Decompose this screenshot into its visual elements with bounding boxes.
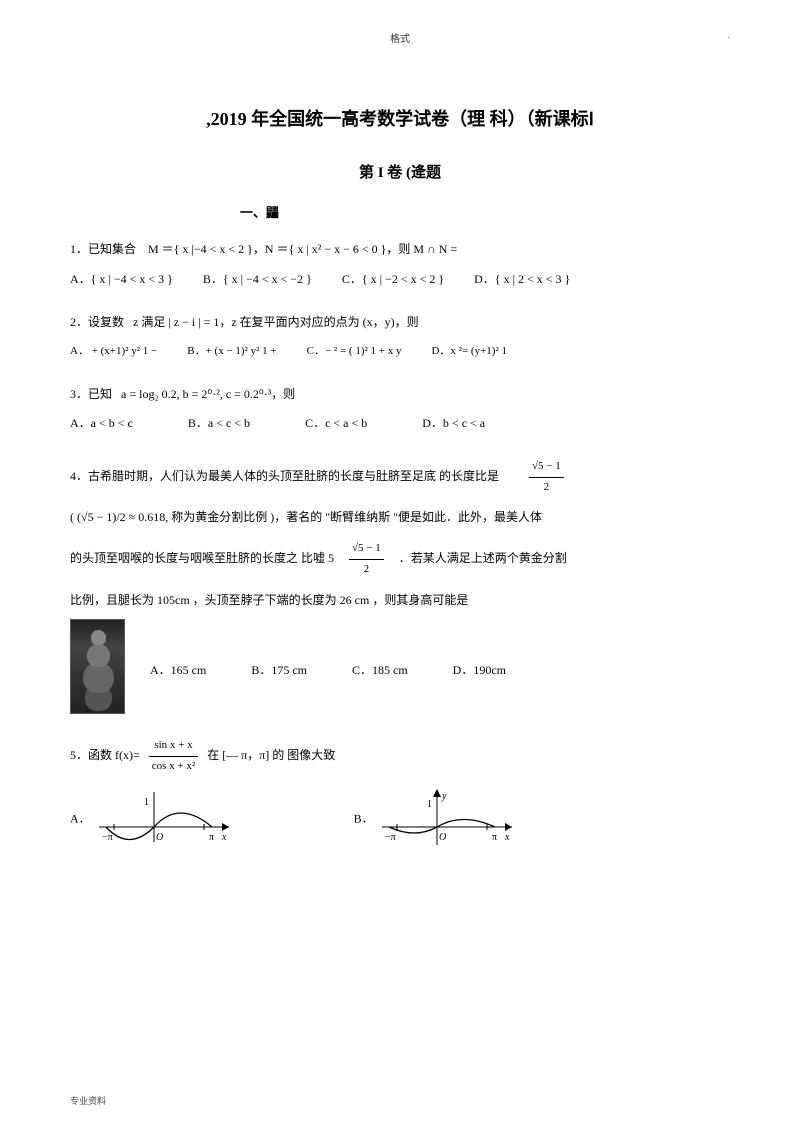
- q3-opt-b: B．a < c < b: [188, 413, 250, 435]
- q5-graphs: A． −π O π 1 x B． −π: [70, 787, 730, 852]
- section-heading: 一、鼺: [240, 202, 730, 221]
- q5-formula: sin x + x cos x + x²: [149, 736, 198, 777]
- q2-opt-d: D．x ²= (y+1)² 1: [431, 342, 507, 362]
- q4-opt-d: D．190cm: [453, 660, 506, 682]
- q3-prefix: 3．已知: [70, 387, 112, 401]
- exam-title: ,2019 年全国统一高考数学试卷（理 科）（新课标Ⅰ: [70, 105, 730, 131]
- q5-formula-num: sin x + x: [149, 736, 198, 757]
- question-2: 2．设复数 z 满足 | z − i | = 1，z 在复平面内对应的点为 (x…: [70, 312, 730, 361]
- q2-opt-c: C．− ² = ( 1)² 1 + x y: [307, 342, 402, 362]
- q3-opt-a: A．a < b < c: [70, 413, 133, 435]
- q5-option-b: B． −π O π 1 y x: [354, 787, 517, 852]
- q1-opt-c: C．{ x | −2 < x < 2 }: [342, 269, 444, 291]
- q4-line3b: ．若某人满足上述两个黄金分割: [399, 548, 567, 570]
- q4-line1: 4．古希腊时期，人们认为最美人体的头顶至肚脐的长度与肚脐至足底 的长度比是: [70, 466, 499, 488]
- q2-opt-b: B．+ (x − 1)² y² 1 +: [187, 342, 276, 362]
- q5-opt-b-label: B．: [354, 811, 374, 825]
- q4-line4: 比例，且腿长为 105cm ，头顶至脖子下端的长度为 26 cm ，则其身高可能…: [70, 593, 468, 607]
- svg-text:1: 1: [427, 799, 432, 810]
- part-title: 第 I 卷 (逄题: [70, 161, 730, 182]
- question-4: 4．古希腊时期，人们认为最美人体的头顶至肚脐的长度与肚脐至足底 的长度比是 √5…: [70, 457, 730, 714]
- q3-opt-c: C．c < a < b: [305, 413, 367, 435]
- q4-line3a: 的头顶至咽喉的长度与咽喉至肚脐的长度之 比嘘 5: [70, 548, 334, 570]
- q1-options: A．{ x | −4 < x < 3 } B．{ x | −4 < x < −2…: [70, 269, 730, 291]
- q2-prefix: 2．设复数: [70, 315, 124, 329]
- q2-opt-a: A． + (x+1)² y² 1 −: [70, 342, 157, 362]
- svg-text:1: 1: [144, 797, 149, 808]
- svg-text:O: O: [156, 832, 163, 843]
- svg-text:π: π: [492, 832, 497, 843]
- venus-statue-image: [70, 619, 125, 714]
- q5-tail: 在 [— π，π] 的 图像大致: [207, 748, 335, 762]
- q4-opt-b: B．175 cm: [251, 660, 307, 682]
- question-3: 3．已知 a = log₂ 0.2, b = 2⁰·², c = 0.2⁰·³，…: [70, 384, 730, 435]
- question-1: 1．已知集合 M ＝{ x |−4 < x < 2 }，N ＝{ x | x² …: [70, 239, 730, 290]
- golden-ratio-frac-2: √5 − 12: [349, 539, 384, 580]
- svg-text:x: x: [221, 832, 227, 843]
- q1-body: M ＝{ x |−4 < x < 2 }，N ＝{ x | x² − x − 6…: [148, 242, 457, 256]
- q5-opt-a-label: A．: [70, 811, 91, 825]
- q1-opt-a: A．{ x | −4 < x < 3 }: [70, 269, 173, 291]
- q1-prefix: 1．已知集合: [70, 242, 136, 256]
- q5-graph-a: −π O π 1 x: [94, 787, 234, 852]
- q4-opt-a: A．165 cm: [150, 660, 206, 682]
- svg-text:O: O: [439, 832, 446, 843]
- q4-image-options: A．165 cm B．175 cm C．185 cm D．190cm: [70, 619, 730, 714]
- page-footer: 专业资料: [70, 1094, 106, 1107]
- q5-option-a: A． −π O π 1 x: [70, 787, 234, 852]
- q3-body: a = log₂ 0.2, b = 2⁰·², c = 0.2⁰·³，则: [121, 387, 295, 401]
- svg-text:π: π: [209, 832, 214, 843]
- golden-ratio-frac-1: √5 − 12: [529, 457, 564, 498]
- q2-body: z 满足 | z − i | = 1，z 在复平面内对应的点为 (x，y)，则: [133, 315, 419, 329]
- q5-prefix: 5．函数 f(x)=: [70, 748, 140, 762]
- question-5: 5．函数 f(x)= sin x + x cos x + x² 在 [— π，π…: [70, 736, 730, 852]
- q2-options: A． + (x+1)² y² 1 − B．+ (x − 1)² y² 1 + C…: [70, 342, 730, 362]
- q4-opt-c: C．185 cm: [352, 660, 408, 682]
- q3-options: A．a < b < c B．a < c < b C．c < a < b D．b …: [70, 413, 730, 435]
- svg-text:−π: −π: [385, 832, 396, 843]
- svg-text:x: x: [504, 832, 510, 843]
- page-corner-mark: .: [728, 30, 731, 41]
- q4-line2: ( (√5 − 1)/2 ≈ 0.618, 称为黄金分割比例 )，著名的 "断臂…: [70, 510, 542, 524]
- svg-text:−π: −π: [102, 832, 113, 843]
- q3-opt-d: D．b < c < a: [422, 413, 485, 435]
- q1-opt-d: D．{ x | 2 < x < 3 }: [474, 269, 570, 291]
- svg-text:y: y: [441, 791, 447, 802]
- q1-opt-b: B．{ x | −4 < x < −2 }: [203, 269, 312, 291]
- q5-graph-b: −π O π 1 y x: [377, 787, 517, 852]
- q5-formula-den: cos x + x²: [149, 757, 198, 777]
- page-header-label: 格式: [70, 30, 730, 45]
